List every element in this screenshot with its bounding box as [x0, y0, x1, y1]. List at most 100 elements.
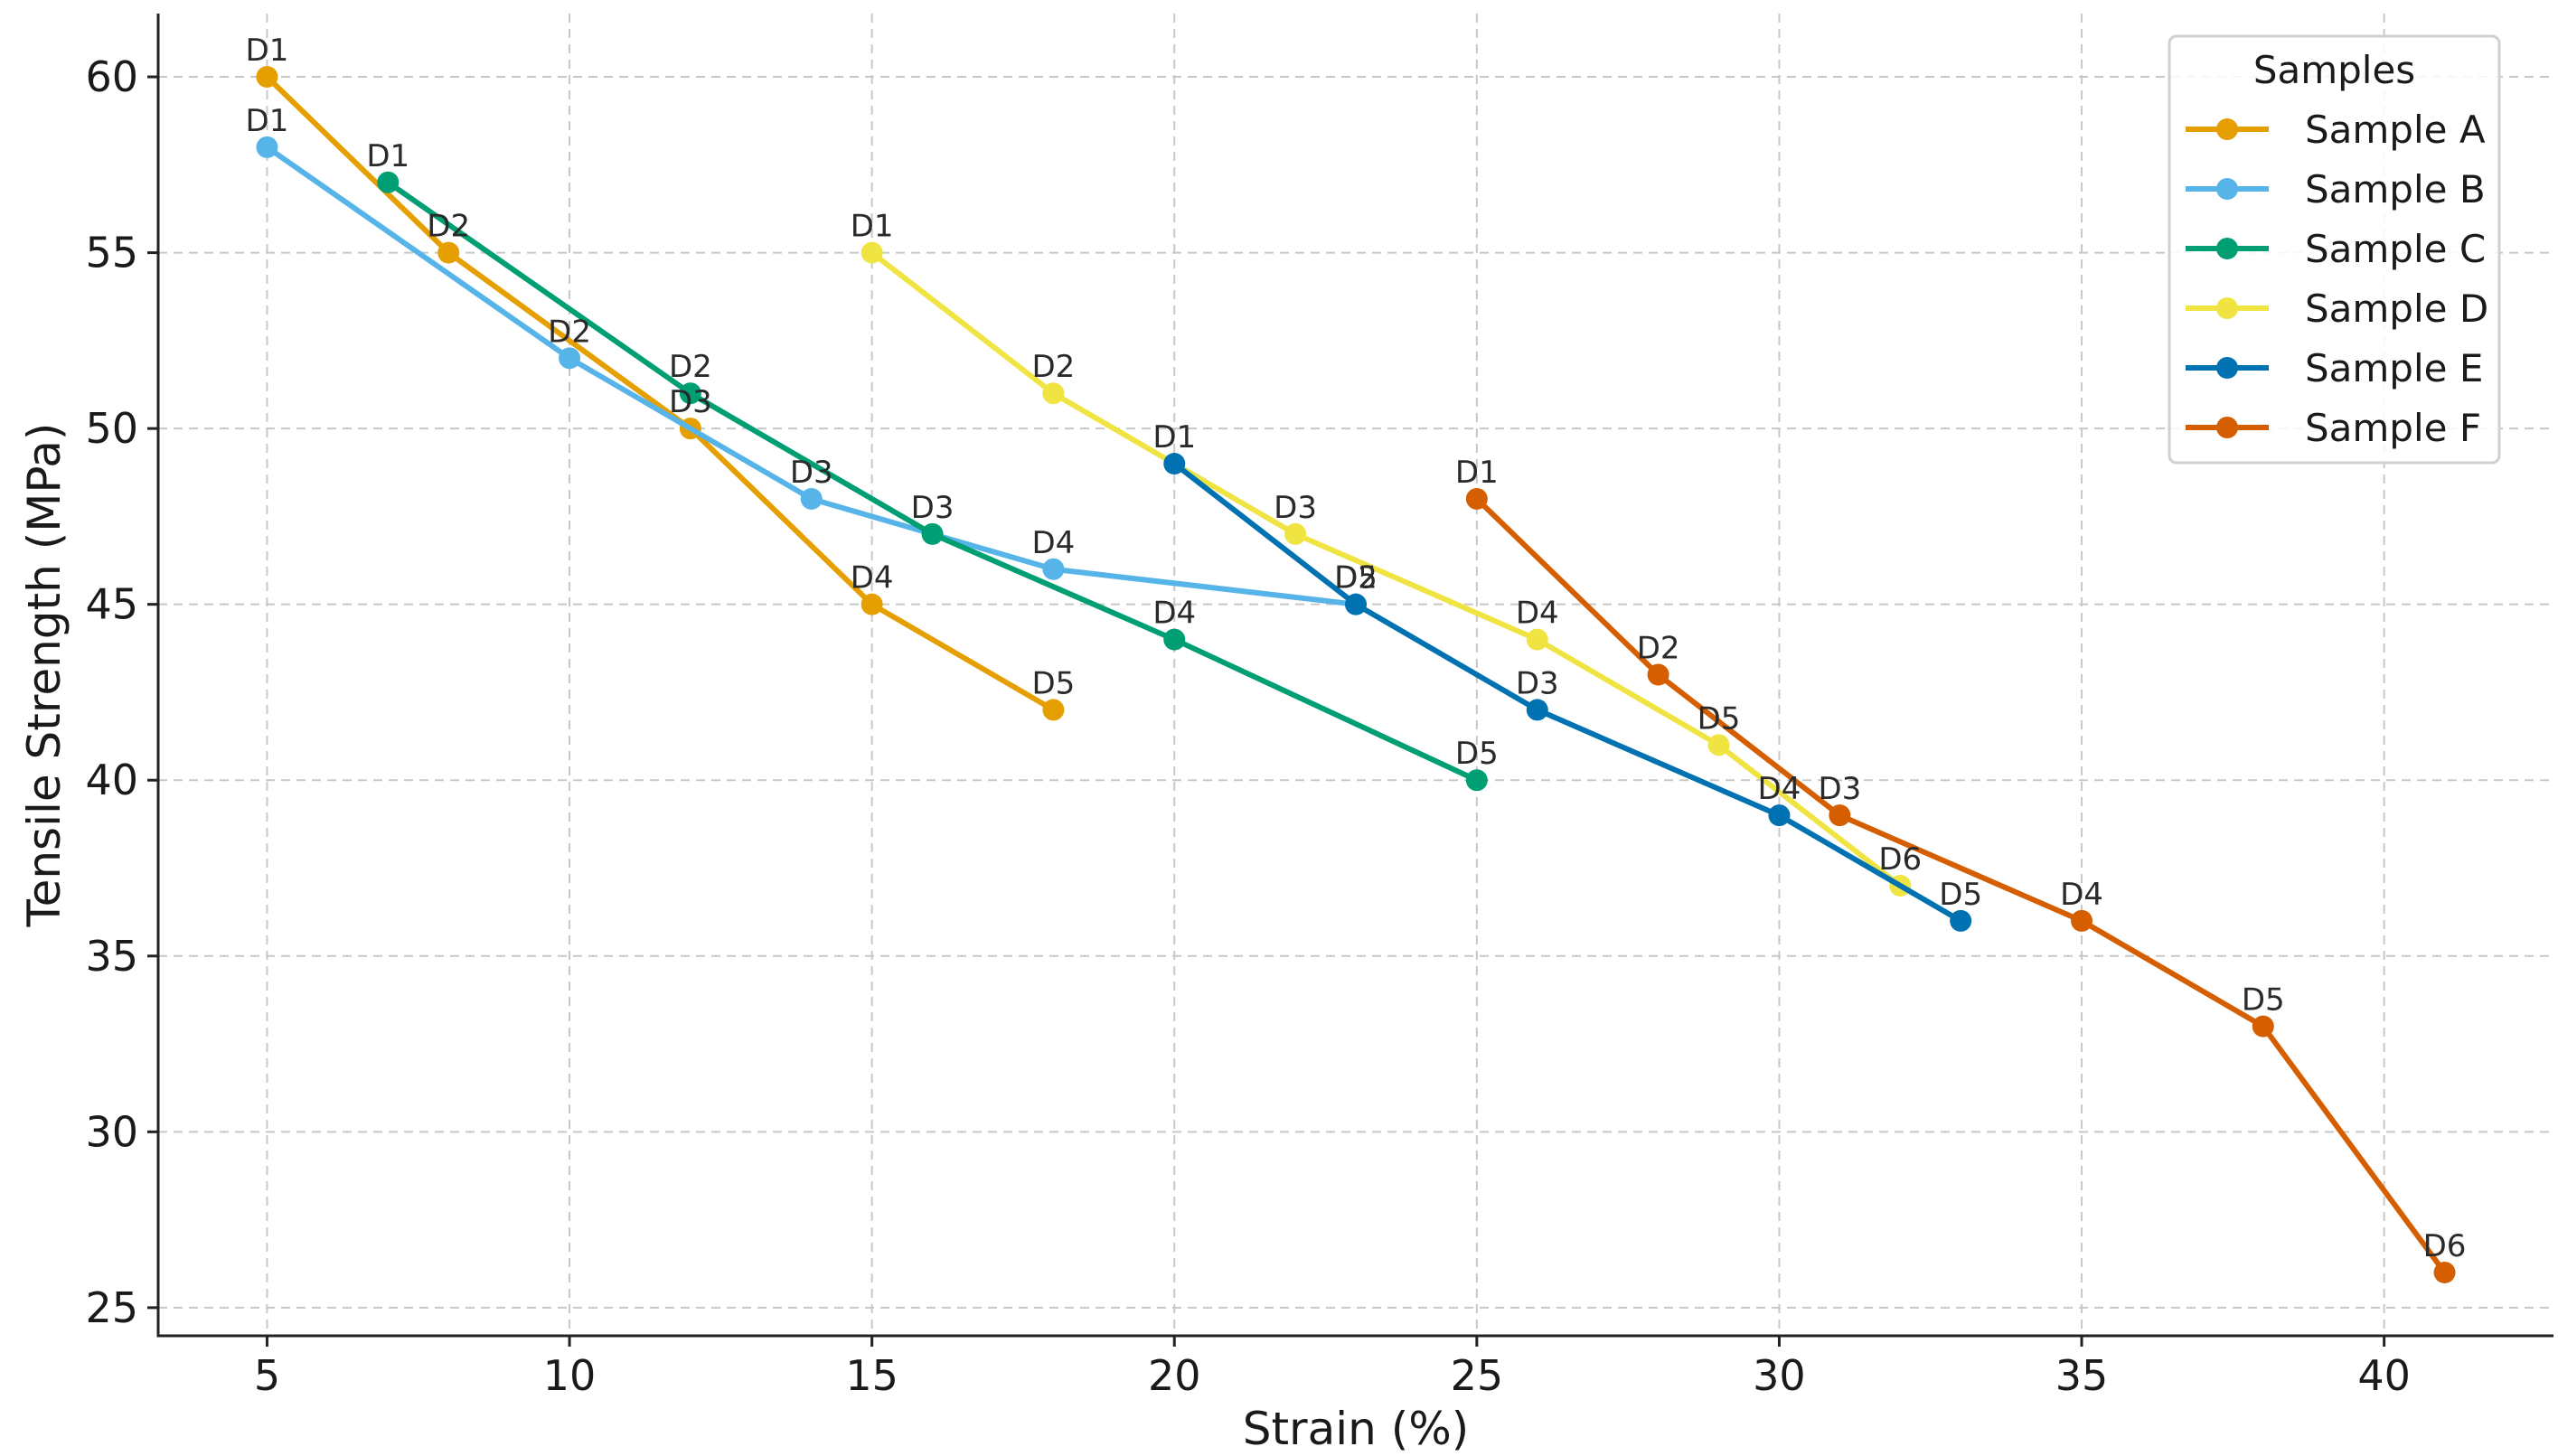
legend-title: Samples	[2253, 48, 2415, 92]
data-point	[1465, 769, 1488, 792]
data-point	[861, 241, 883, 264]
data-label: D3	[1274, 490, 1317, 526]
y-tick-label: 55	[85, 229, 138, 277]
legend-item: Sample E	[2186, 346, 2483, 390]
legend-label: Sample A	[2305, 108, 2486, 152]
data-point	[1345, 593, 1367, 615]
x-tick-label: 30	[1753, 1351, 1806, 1400]
data-point	[1526, 628, 1548, 651]
data-point	[679, 382, 701, 405]
legend-box	[2168, 34, 2501, 465]
data-point	[1829, 804, 1851, 827]
data-label: D2	[427, 209, 470, 245]
x-tick-label: 15	[845, 1351, 898, 1400]
data-label: D2	[1637, 631, 1680, 667]
x-tick-label: 5	[254, 1351, 280, 1400]
x-tick-label: 35	[2055, 1351, 2109, 1400]
data-label: D5	[1334, 560, 1378, 596]
data-label: D6	[2423, 1228, 2467, 1264]
series-line	[1474, 496, 2447, 1274]
legend-swatch-marker	[2216, 238, 2238, 259]
data-point	[861, 593, 883, 615]
data-label: D1	[1455, 455, 1499, 491]
data-label: D1	[1152, 419, 1196, 456]
data-label: D1	[366, 138, 409, 174]
x-axis-label: Strain (%)	[1243, 1403, 1470, 1455]
y-tick-label: 35	[85, 932, 138, 981]
axes: 5 10 15 20 25 30 35 40 25 30 35 40 45 50 55 60	[85, 14, 2553, 1400]
data-label: D3	[669, 384, 712, 420]
series-sample-c	[377, 171, 1488, 792]
data-point	[559, 347, 581, 370]
data-label: D3	[1516, 665, 1559, 701]
series-sample-e	[1163, 453, 1972, 932]
legend-swatch-marker	[2216, 357, 2238, 379]
data-point	[1950, 909, 1972, 932]
legend: Samples Sample A Sample B Sample C Sample D S…	[2168, 34, 2501, 465]
point-labels: D1D2D3D4D5D1D2D3D4D5D1D2D3D4D5D1D2D3D4D5…	[246, 33, 2467, 1264]
data-label: D4	[1758, 771, 1801, 807]
data-label: D3	[1818, 771, 1861, 807]
x-tick-label: 40	[2357, 1351, 2411, 1400]
data-point	[1042, 699, 1065, 721]
data-point	[2433, 1261, 2456, 1283]
legend-label: Sample E	[2305, 346, 2483, 390]
data-point	[1284, 522, 1307, 545]
legend-item: Sample D	[2186, 287, 2488, 331]
data-point	[921, 522, 944, 545]
y-tick-label: 30	[85, 1107, 138, 1156]
legend-item: Sample A	[2186, 108, 2486, 152]
data-label: D2	[1031, 349, 1075, 385]
data-point	[256, 136, 278, 158]
data-point	[1647, 663, 1669, 686]
y-axis-label: Tensile Strength (MPa)	[18, 423, 71, 928]
legend-swatch-marker	[2216, 118, 2238, 140]
data-label: D5	[1697, 700, 1741, 737]
x-tick-label: 10	[543, 1351, 597, 1400]
data-point	[1768, 804, 1791, 827]
x-tick-label: 25	[1451, 1351, 1504, 1400]
data-label: D5	[1939, 877, 1982, 913]
data-label: D6	[1878, 841, 1922, 878]
series-line	[870, 250, 1903, 888]
data-point	[1042, 382, 1065, 405]
data-label: D1	[246, 103, 289, 139]
data-label: D5	[1455, 736, 1499, 772]
legend-label: Sample F	[2305, 406, 2481, 450]
data-label: D1	[246, 33, 289, 69]
data-label: D2	[548, 314, 591, 350]
y-tick-label: 25	[85, 1283, 138, 1332]
legend-item: Sample C	[2186, 227, 2486, 271]
data-label: D4	[851, 560, 894, 596]
legend-swatch-marker	[2216, 178, 2238, 200]
data-point	[256, 66, 278, 89]
x-tick-label: 20	[1148, 1351, 1201, 1400]
legend-swatch-marker	[2216, 297, 2238, 319]
data-point	[1163, 628, 1186, 651]
legend-label: Sample C	[2305, 227, 2486, 271]
data-label: D5	[2242, 982, 2285, 1019]
data-label: D5	[1031, 665, 1075, 701]
series-sample-d	[861, 241, 1912, 897]
data-point	[2252, 1015, 2274, 1038]
data-point	[437, 241, 460, 264]
y-tick-label: 40	[85, 756, 138, 804]
data-label: D2	[669, 349, 712, 385]
legend-swatch-marker	[2216, 417, 2238, 438]
data-point	[800, 487, 823, 510]
legend-label: Sample D	[2305, 287, 2488, 331]
y-tick-label: 60	[85, 52, 138, 101]
y-tick-label: 45	[85, 580, 138, 629]
axis-spines	[156, 14, 2553, 1338]
data-label: D2	[1334, 560, 1378, 596]
data-point	[1707, 734, 1730, 756]
data-label: D1	[851, 209, 894, 245]
legend-item: Sample B	[2186, 167, 2486, 211]
y-tick-label: 50	[85, 404, 138, 453]
data-point	[1163, 453, 1186, 475]
data-point	[1526, 699, 1548, 721]
data-label: D3	[790, 455, 833, 491]
series	[256, 66, 2456, 1283]
